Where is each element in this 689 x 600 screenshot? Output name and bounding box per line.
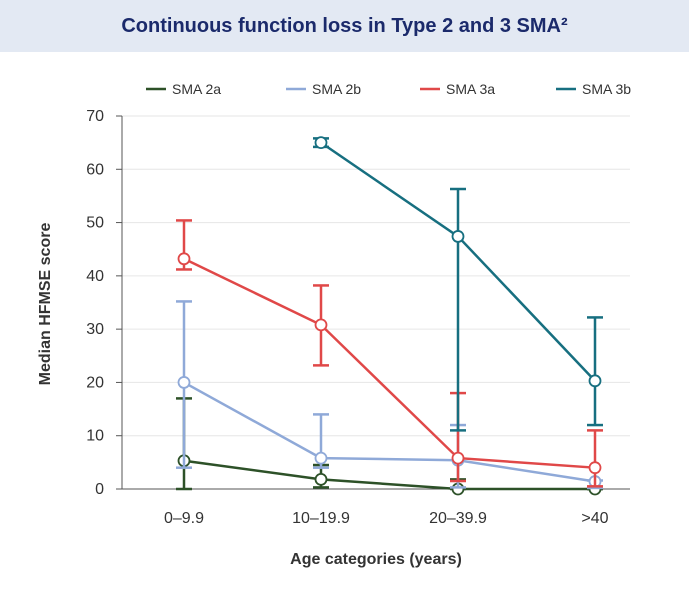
legend-label: SMA 3a <box>446 81 495 97</box>
legend-label: SMA 2b <box>312 81 361 97</box>
y-tick-label: 70 <box>86 108 104 125</box>
legend-label: SMA 3b <box>582 81 631 97</box>
x-tick-label: 10–19.9 <box>292 510 350 527</box>
y-tick-label: 20 <box>86 374 104 391</box>
data-point <box>177 252 191 266</box>
y-tick-label: 60 <box>86 161 104 178</box>
y-tick-label: 30 <box>86 321 104 338</box>
x-tick-label: 0–9.9 <box>164 510 204 527</box>
chart-title: Continuous function loss in Type 2 and 3… <box>121 14 568 37</box>
y-tick-label: 10 <box>86 428 104 445</box>
series-line <box>183 381 596 483</box>
data-point <box>451 451 465 465</box>
data-point <box>588 374 602 388</box>
grid-lines <box>122 115 630 437</box>
data-point <box>314 473 328 486</box>
series-layer <box>176 136 603 496</box>
legend: SMA 2a SMA 2b SMA 3a SMA 3b <box>146 81 631 97</box>
legend-item-sma-3a: SMA 3a <box>420 81 495 97</box>
series-line <box>183 459 595 491</box>
series-sma-3a <box>176 219 603 488</box>
y-tick-label: 50 <box>86 215 104 232</box>
data-point <box>588 461 602 475</box>
series-line <box>183 257 596 469</box>
series-sma-3b <box>313 136 603 432</box>
legend-item-sma-2a: SMA 2a <box>146 81 221 97</box>
chart-area: 0 10 20 30 40 50 60 70 0–9.9 10–19.9 20–39.9 >40 SM… <box>37 81 631 568</box>
data-point <box>314 318 328 332</box>
y-tick-label: 0 <box>95 481 104 498</box>
data-point <box>177 376 191 389</box>
y-tick-label: 40 <box>86 268 104 285</box>
data-point <box>451 230 465 243</box>
legend-label: SMA 2a <box>172 81 221 97</box>
y-axis-title: Median HFMSE score <box>37 223 54 386</box>
data-point <box>314 136 328 150</box>
chart-header: Continuous function loss in Type 2 and 3… <box>0 0 689 52</box>
x-tick-label: >40 <box>581 510 608 527</box>
legend-item-sma-3b: SMA 3b <box>556 81 631 97</box>
data-point <box>314 451 328 465</box>
x-axis-title: Age categories (years) <box>290 551 462 568</box>
x-tick-label: 20–39.9 <box>429 510 487 527</box>
legend-item-sma-2b: SMA 2b <box>286 81 361 97</box>
